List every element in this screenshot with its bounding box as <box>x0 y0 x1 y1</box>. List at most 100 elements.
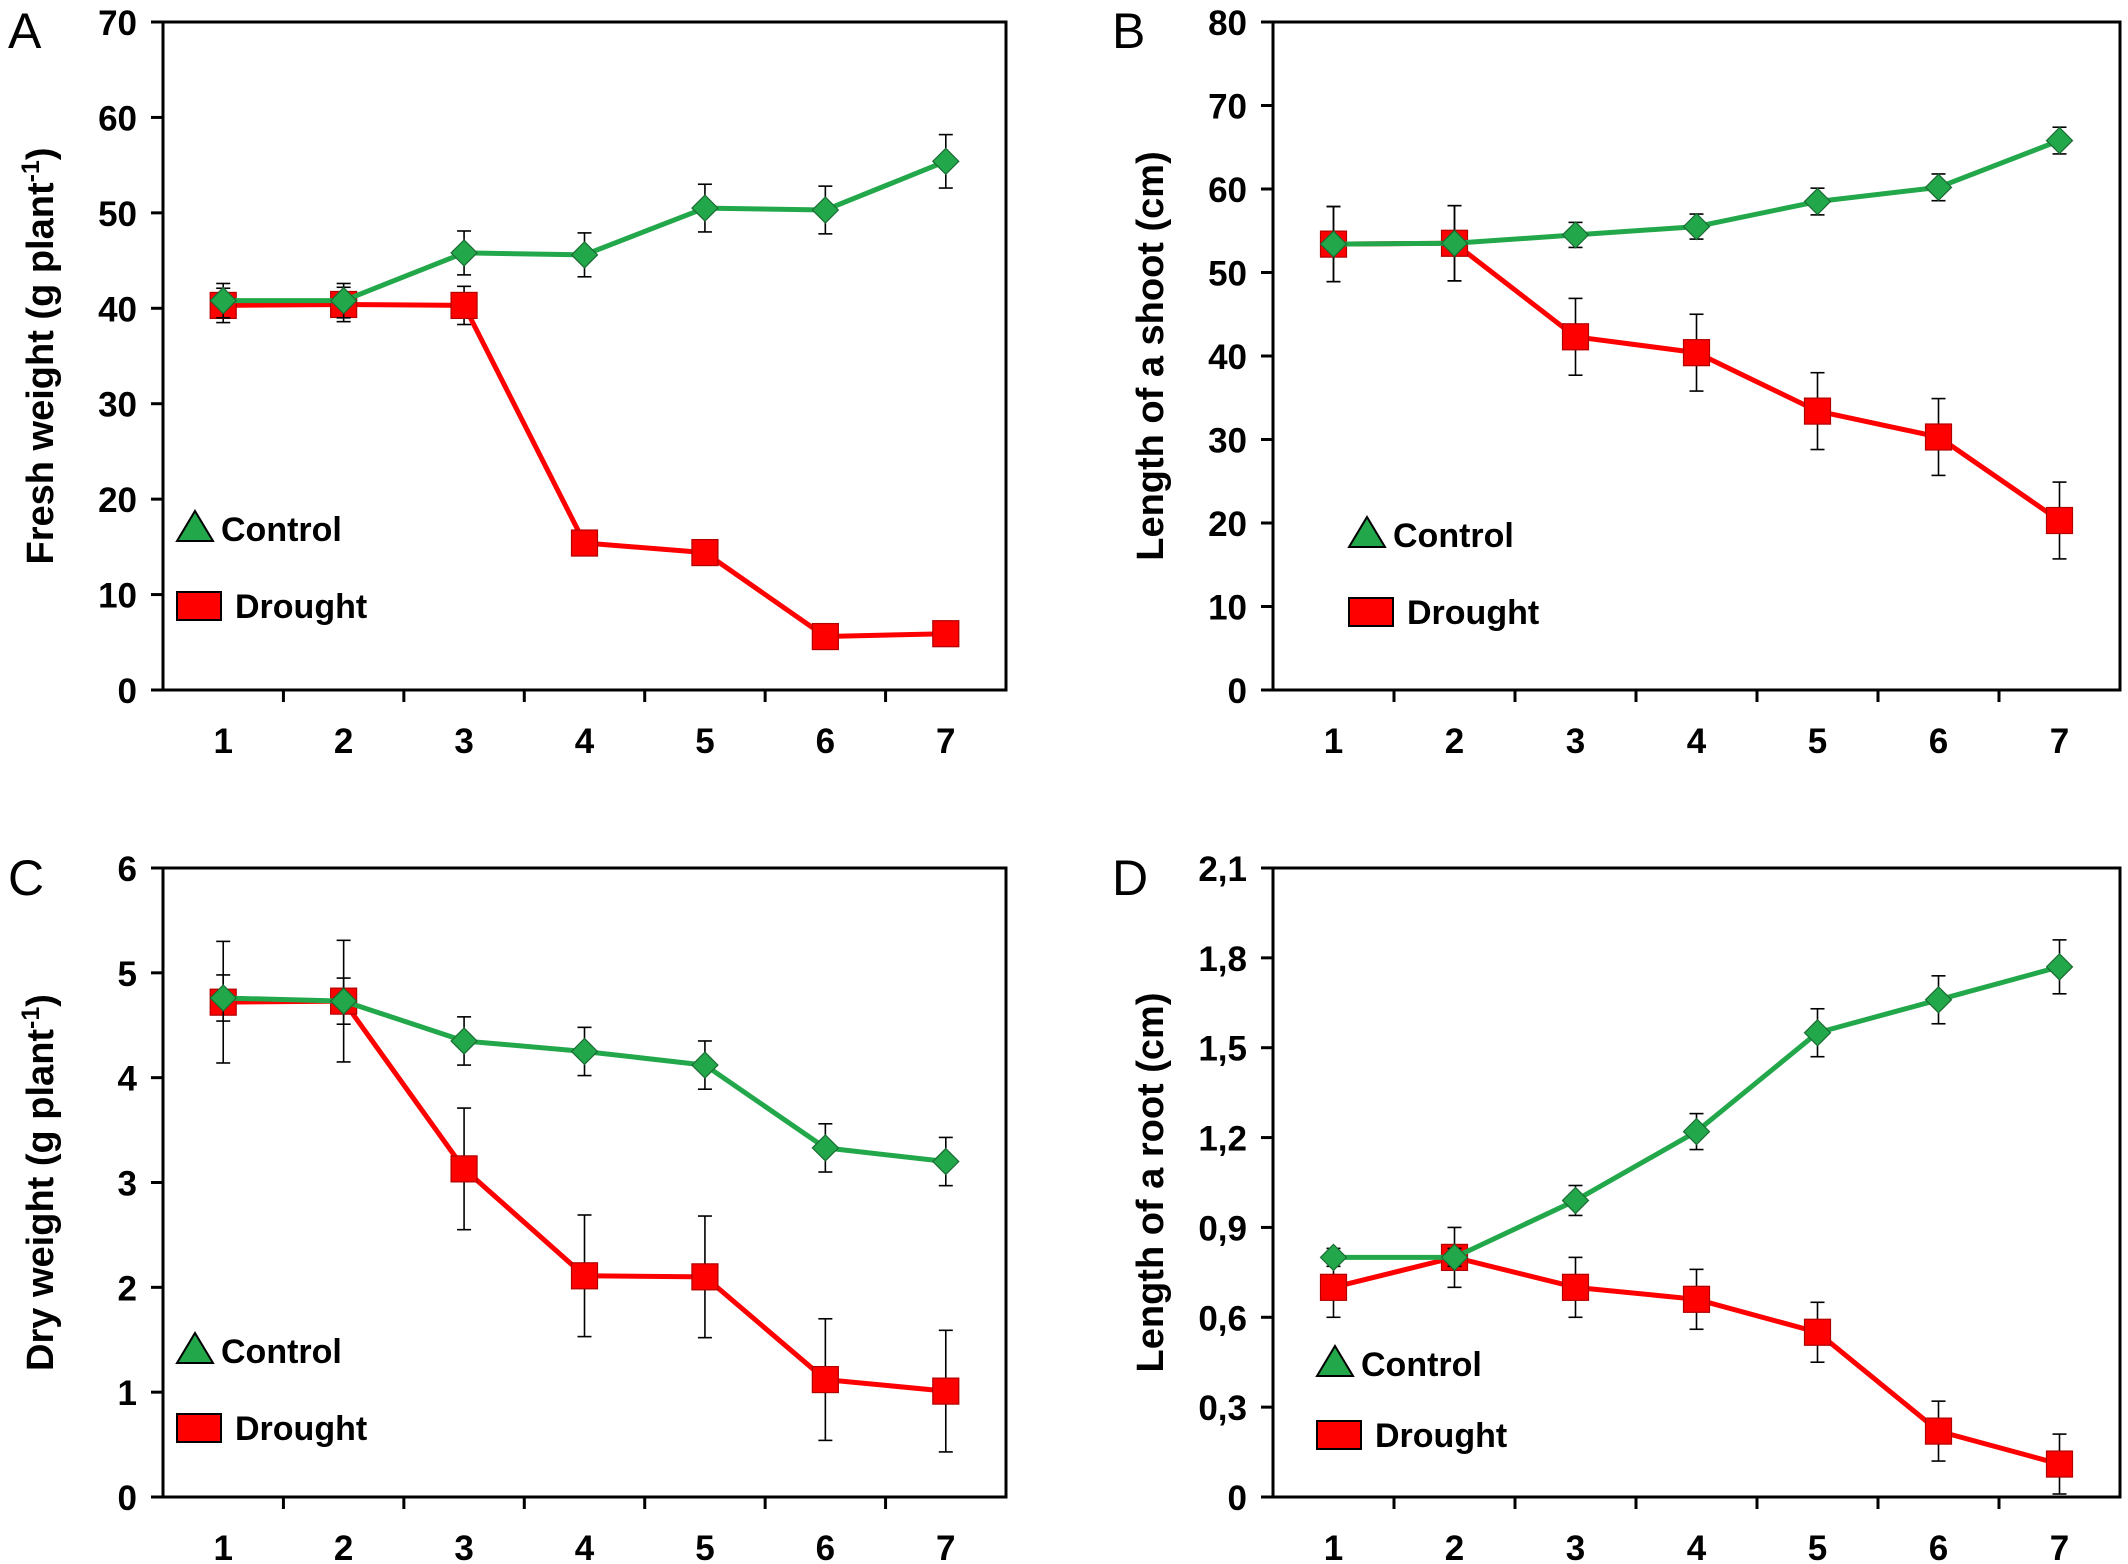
x-tick-label: 2 <box>1445 722 1464 761</box>
y-tick-label: 0 <box>1228 1479 1247 1518</box>
y-axis-title: Length of a shoot (cm) <box>1130 151 1172 561</box>
legend-label-drought: Drought <box>235 1410 367 1448</box>
series-control <box>209 133 960 319</box>
data-point-diamond <box>209 984 238 1012</box>
y-tick-label: 0,6 <box>1198 1299 1247 1338</box>
y-tick-label: 0 <box>1228 672 1247 711</box>
y-axis-title-main: Dry weight (g plant <box>20 1029 62 1371</box>
x-tick-label: 3 <box>454 722 473 761</box>
data-point-square <box>570 1262 599 1290</box>
data-point-square <box>1803 1318 1832 1346</box>
legend-square-icon <box>176 591 222 621</box>
data-point-square <box>1319 1273 1348 1301</box>
data-point-diamond <box>1682 1117 1711 1146</box>
series-drought <box>209 939 960 1453</box>
plot-frame <box>1271 866 2122 1499</box>
x-tick-label: 2 <box>334 1529 353 1564</box>
series-drought <box>1319 1226 2074 1495</box>
x-tick-label: 1 <box>213 722 232 761</box>
y-axis-title-end: ) <box>20 147 62 160</box>
series-line <box>1333 964 2061 1260</box>
y-tick-label: 2 <box>118 1269 137 1308</box>
data-point-diamond <box>1924 985 1953 1014</box>
y-tick-label: 1 <box>118 1374 137 1413</box>
y-axis-title-main: Length of a root (cm) <box>1130 993 1172 1373</box>
chart-panel-d: D 0 0,3 0,6 0,9 1,2 1,5 1,8 2,1 1 2 3 4 5 6 7 Length of … <box>1112 850 2122 1564</box>
legend: Control Drought <box>175 1331 367 1448</box>
y-tick-label: 0,9 <box>1198 1209 1247 1248</box>
data-point-square <box>932 1377 960 1405</box>
panel-label: B <box>1112 3 1145 59</box>
x-tick-label: 5 <box>695 1529 714 1564</box>
x-tick-label: 1 <box>1324 722 1343 761</box>
data-point-diamond <box>570 1037 599 1066</box>
data-point-diamond <box>1561 1186 1590 1215</box>
data-point-diamond <box>1924 173 1953 202</box>
y-tick-label: 70 <box>1208 88 1247 127</box>
y-tick-label: 2,1 <box>1198 850 1247 889</box>
y-tick-label: 40 <box>98 290 137 329</box>
y-tick-label: 1,5 <box>1198 1030 1247 1069</box>
data-point-diamond <box>1319 1243 1348 1272</box>
data-point-square <box>1682 1285 1711 1313</box>
y-tick-label: 1,8 <box>1198 940 1247 979</box>
data-point-square <box>2045 1450 2074 1478</box>
data-point-square <box>1803 397 1832 425</box>
data-point-square <box>450 291 478 320</box>
series-control <box>209 974 960 1187</box>
y-tick-label: 30 <box>98 386 137 425</box>
data-point-diamond <box>691 194 719 222</box>
legend: Control Drought <box>175 509 367 626</box>
legend: Control Drought <box>1315 1344 1507 1455</box>
y-tick-label: 0,3 <box>1198 1389 1247 1428</box>
data-point-diamond <box>2045 126 2074 155</box>
data-point-diamond <box>931 147 960 176</box>
data-point-square <box>450 1155 478 1183</box>
x-tick-label: 7 <box>936 722 955 761</box>
x-tick-label: 1 <box>213 1529 232 1564</box>
chart-panel-b: B 0 10 20 30 40 50 60 70 80 1 2 3 4 5 6 7 Length of a sho… <box>1112 3 2122 761</box>
y-tick-label: 1,2 <box>1198 1120 1247 1159</box>
data-point-diamond <box>1561 221 1590 249</box>
series-control <box>1319 126 2074 283</box>
data-point-diamond <box>1803 1018 1832 1047</box>
y-axis-title-end: ) <box>20 994 62 1007</box>
y-axis-title-superscript: -1 <box>17 1007 45 1029</box>
y-axis-title-main: Fresh weight (g plant <box>20 182 62 564</box>
y-tick-label: 80 <box>1208 4 1247 43</box>
data-point-square <box>1561 1273 1590 1301</box>
y-tick-label: 70 <box>98 4 137 43</box>
y-tick-label: 10 <box>1208 589 1247 628</box>
legend-label-control: Control <box>1393 517 1514 555</box>
y-axis-title: Length of a root (cm) <box>1130 993 1172 1373</box>
data-point-diamond <box>209 286 238 315</box>
y-axis-title: Fresh weight (g plant-1) <box>17 147 62 564</box>
series-line <box>223 159 947 304</box>
y-tick-label: 50 <box>98 195 137 234</box>
y-tick-label: 20 <box>98 481 137 520</box>
x-tick-label: 7 <box>2050 722 2069 761</box>
data-point-diamond <box>450 1027 478 1055</box>
y-tick-label: 4 <box>118 1060 138 1099</box>
y-axis-title: Dry weight (g plant-1) <box>17 994 62 1371</box>
x-tick-label: 6 <box>816 722 835 761</box>
legend: Control Drought <box>1347 515 1539 632</box>
y-tick-label: 5 <box>118 955 137 994</box>
data-point-diamond <box>2045 952 2074 981</box>
x-tick-label: 4 <box>1687 722 1707 761</box>
x-tick-label: 3 <box>1566 1529 1585 1564</box>
data-point-diamond <box>931 1147 960 1176</box>
data-point-diamond <box>1682 212 1711 241</box>
data-point-square <box>1682 339 1711 367</box>
data-point-diamond <box>1440 229 1469 258</box>
y-tick-label: 0 <box>118 1479 137 1518</box>
legend-triangle-icon <box>175 509 215 542</box>
series-line <box>223 301 946 640</box>
plot-frame <box>161 20 1008 692</box>
data-point-diamond <box>811 196 840 224</box>
x-tick-label: 4 <box>1687 1529 1707 1564</box>
data-point-diamond <box>1440 1243 1469 1272</box>
x-tick-label: 7 <box>936 1529 955 1564</box>
x-tick-label: 6 <box>1929 722 1948 761</box>
